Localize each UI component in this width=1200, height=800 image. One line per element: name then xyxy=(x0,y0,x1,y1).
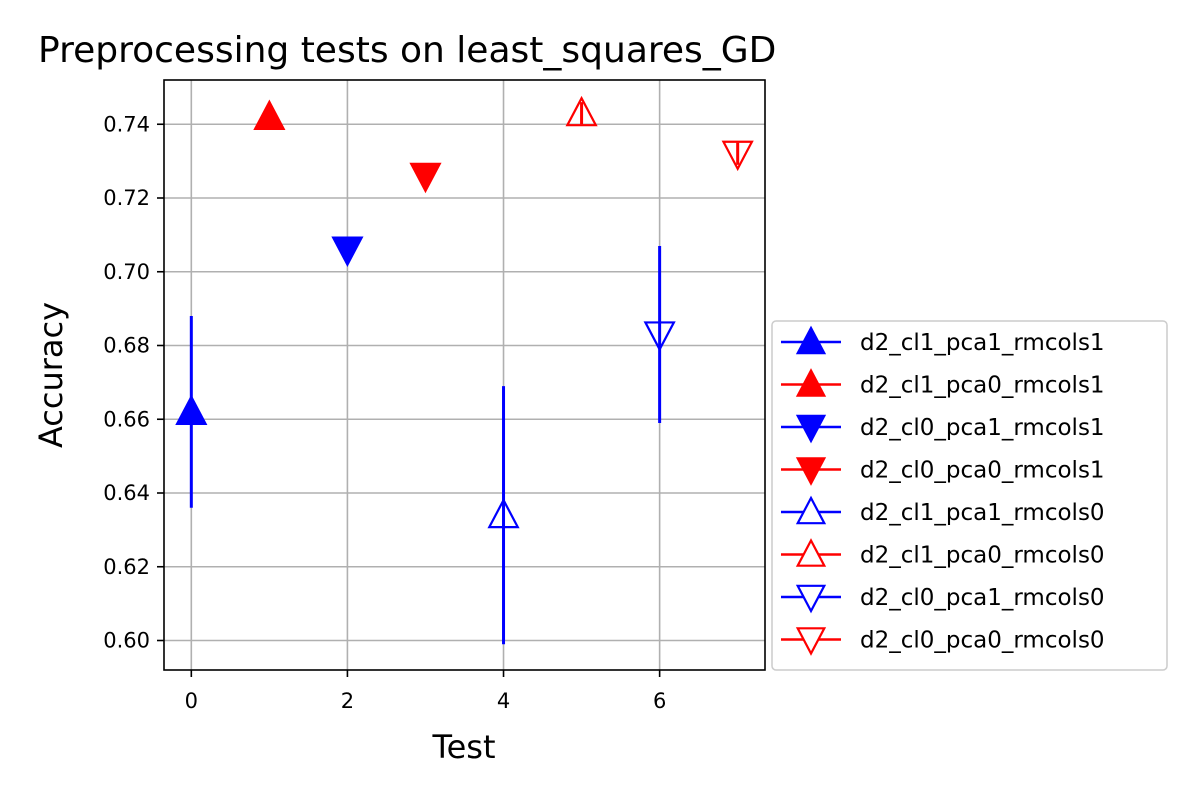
y-tick-label: 0.74 xyxy=(103,112,150,136)
legend-label: d2_cl0_pca1_rmcols1 xyxy=(860,415,1105,441)
y-tick-label: 0.62 xyxy=(103,555,150,579)
x-axis-label: Test xyxy=(431,728,495,766)
legend-marker xyxy=(795,538,827,567)
x-axis-ticks: 0 2 4 6 xyxy=(185,670,666,713)
legend-marker xyxy=(795,627,827,656)
data-point-d2_cl0_pca1_rmcols0 xyxy=(643,321,676,352)
y-axis-ticks: 0.60 0.62 0.64 0.66 0.68 0.70 0.72 0.74 xyxy=(103,112,164,653)
data-markers xyxy=(175,95,754,529)
legend-label: d2_cl1_pca0_rmcols1 xyxy=(860,373,1105,399)
legend-marker xyxy=(795,584,827,614)
legend-marker xyxy=(795,457,827,486)
data-point-d2_cl1_pca0_rmcols0 xyxy=(565,95,598,127)
x-tick-label: 0 xyxy=(185,689,198,713)
legend-marker xyxy=(795,495,827,525)
data-point-d2_cl0_pca0_rmcols0 xyxy=(721,140,754,172)
y-tick-label: 0.64 xyxy=(103,481,150,505)
y-axis-label: Accuracy xyxy=(32,302,70,448)
legend-label: d2_cl1_pca1_rmcols0 xyxy=(860,500,1105,526)
plot-frame xyxy=(163,79,766,671)
y-tick-label: 0.72 xyxy=(103,186,150,210)
y-tick-label: 0.68 xyxy=(103,334,150,358)
data-point-d2_cl0_pca0_rmcols1 xyxy=(409,162,442,194)
y-tick-label: 0.66 xyxy=(103,407,150,431)
legend-label: d2_cl0_pca0_rmcols1 xyxy=(860,458,1105,484)
legend-box xyxy=(771,320,1168,671)
x-tick-label: 2 xyxy=(341,689,354,713)
x-tick-label: 4 xyxy=(497,689,510,713)
data-point-d2_cl1_pca0_rmcols1 xyxy=(253,99,286,130)
legend-marker xyxy=(795,325,827,355)
legend-label: d2_cl0_pca0_rmcols0 xyxy=(860,628,1105,654)
legend-label: d2_cl1_pca1_rmcols1 xyxy=(860,330,1105,356)
chart-title: Preprocessing tests on least_squares_GD xyxy=(38,30,776,71)
y-tick-label: 0.70 xyxy=(103,260,150,284)
data-point-d2_cl0_pca1_rmcols1 xyxy=(331,236,364,267)
y-tick-label: 0.60 xyxy=(103,629,150,653)
legend: d2_cl1_pca1_rmcols1 d2_cl1_pca0_rmcols1 d2… xyxy=(771,320,1168,671)
plot-background xyxy=(164,80,765,670)
legend-label: d2_cl1_pca0_rmcols0 xyxy=(860,543,1105,569)
data-point-d2_cl1_pca1_rmcols0 xyxy=(487,497,520,529)
data-point-d2_cl1_pca1_rmcols1 xyxy=(175,394,208,425)
legend-marker xyxy=(795,368,827,397)
legend-label: d2_cl0_pca1_rmcols0 xyxy=(860,585,1105,611)
legend-marker xyxy=(795,414,827,444)
x-tick-label: 6 xyxy=(653,689,666,713)
